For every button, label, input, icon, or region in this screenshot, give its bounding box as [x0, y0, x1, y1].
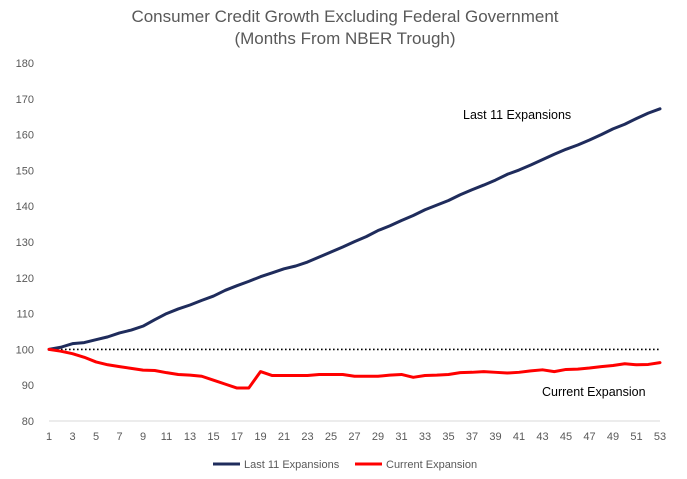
x-tick-label: 5 — [93, 431, 99, 443]
y-tick-label: 100 — [16, 344, 34, 356]
y-axis: 80 90 100 110 120 130 140 150 160 170 180 — [16, 58, 34, 428]
y-tick-label: 170 — [16, 94, 34, 106]
x-tick-label: 3 — [69, 431, 75, 443]
x-tick-label: 17 — [231, 431, 243, 443]
annotation-current-expansion: Current Expansion — [542, 385, 646, 399]
x-axis: 1 3 5 7 9 11 13 15 17 19 21 23 25 27 29 31 33 35 37 39 41 43 4… — [46, 431, 666, 443]
chart-title: Consumer Credit Growth Excluding Federal… — [131, 7, 558, 26]
chart-subtitle: (Months From NBER Trough) — [234, 29, 455, 48]
y-tick-label: 160 — [16, 130, 34, 142]
x-tick-label: 53 — [654, 431, 666, 443]
y-tick-label: 90 — [22, 380, 34, 392]
x-tick-label: 29 — [372, 431, 384, 443]
x-tick-label: 31 — [395, 431, 407, 443]
x-tick-label: 45 — [560, 431, 572, 443]
y-tick-label: 110 — [16, 309, 34, 321]
x-tick-label: 7 — [116, 431, 122, 443]
x-tick-label: 49 — [607, 431, 619, 443]
x-tick-label: 9 — [140, 431, 146, 443]
x-tick-label: 19 — [254, 431, 266, 443]
x-tick-label: 41 — [513, 431, 525, 443]
y-tick-label: 150 — [16, 165, 34, 177]
x-tick-label: 21 — [278, 431, 290, 443]
x-tick-label: 51 — [630, 431, 642, 443]
x-tick-label: 27 — [348, 431, 360, 443]
series-line-last-11-expansions — [47, 107, 662, 351]
y-tick-label: 130 — [16, 237, 34, 249]
y-tick-label: 140 — [16, 201, 34, 213]
x-tick-label: 25 — [325, 431, 337, 443]
x-tick-label: 1 — [46, 431, 52, 443]
x-tick-label: 11 — [161, 431, 172, 443]
legend: Last 11 Expansions Current Expansion — [213, 459, 477, 471]
x-tick-label: 37 — [466, 431, 478, 443]
annotation-last-11-expansions: Last 11 Expansions — [463, 108, 571, 122]
x-tick-label: 47 — [583, 431, 595, 443]
legend-label: Last 11 Expansions — [244, 459, 340, 471]
series-line-current-expansion — [47, 347, 662, 390]
x-tick-label: 13 — [184, 431, 196, 443]
x-tick-label: 39 — [489, 431, 501, 443]
x-tick-label: 35 — [442, 431, 454, 443]
x-tick-label: 15 — [207, 431, 219, 443]
x-tick-label: 43 — [536, 431, 548, 443]
y-tick-label: 180 — [16, 58, 34, 70]
x-tick-label: 23 — [301, 431, 313, 443]
y-tick-label: 120 — [16, 273, 34, 285]
y-tick-label: 80 — [22, 416, 34, 428]
legend-label: Current Expansion — [386, 459, 477, 471]
x-tick-label: 33 — [419, 431, 431, 443]
series-group — [47, 107, 662, 390]
